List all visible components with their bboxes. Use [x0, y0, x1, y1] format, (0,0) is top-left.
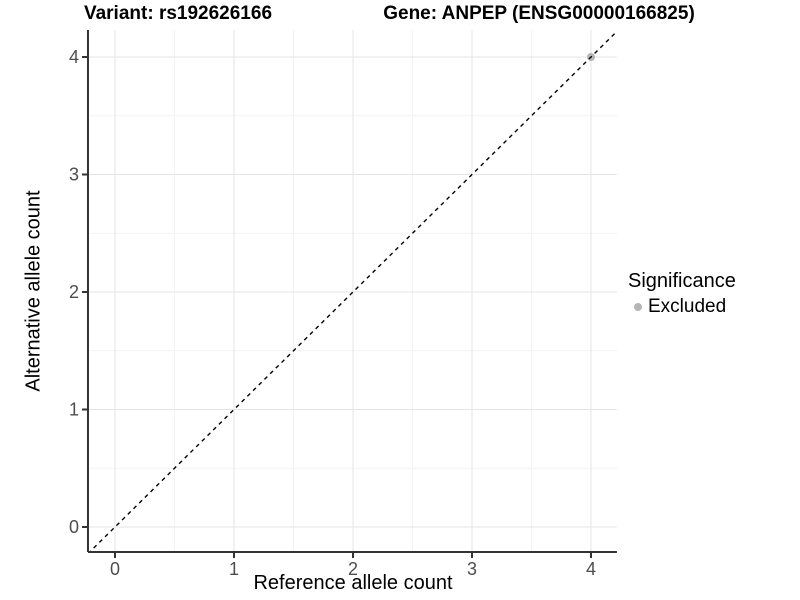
y-tick-label: 2	[69, 282, 79, 302]
legend-title: Significance	[628, 270, 736, 292]
y-tick-label: 4	[69, 47, 79, 67]
x-tick-label: 0	[110, 559, 120, 579]
variant-title: Variant: rs192626166	[83, 3, 273, 24]
x-tick-label: 2	[348, 559, 358, 579]
identity-line	[88, 30, 617, 553]
legend-item-label: Excluded	[648, 296, 727, 317]
panel-background	[87, 29, 617, 553]
y-tick-label: 3	[69, 165, 79, 185]
legend-point-icon	[634, 303, 642, 311]
y-tick-label: 1	[69, 400, 79, 420]
y-tick-label: 0	[69, 517, 79, 537]
legend-item: Excluded	[628, 296, 736, 318]
x-tick-label: 1	[229, 559, 239, 579]
x-tick-label: 3	[467, 559, 477, 579]
gene-title: Gene: ANPEP (ENSG00000166825)	[383, 3, 695, 24]
x-axis-title: Reference allele count	[253, 572, 453, 594]
x-tick-label: 4	[586, 559, 596, 579]
y-axis-title: Alternative allele count	[22, 190, 45, 392]
legend: Significance Excluded	[628, 270, 736, 318]
